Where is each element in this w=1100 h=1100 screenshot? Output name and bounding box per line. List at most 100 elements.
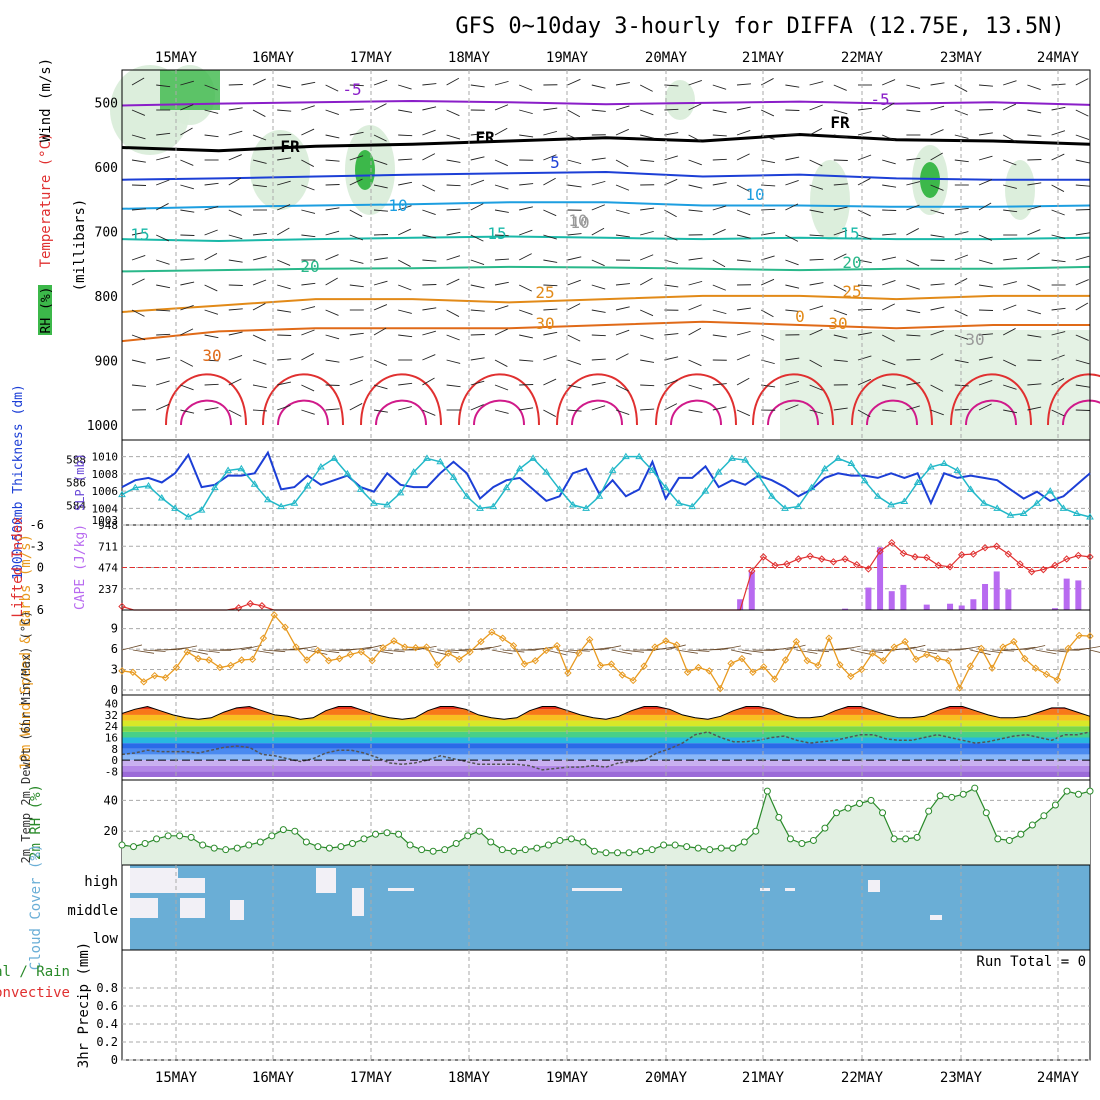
wind-barb (736, 83, 751, 86)
wind-barb (906, 382, 921, 386)
ylabel-temp2m: 2m Temp 2m DewPt (6hr Min/Max) (°C) (19, 611, 33, 864)
rh2m-point (1074, 790, 1082, 798)
li-point (946, 563, 954, 571)
wind-barb (415, 645, 437, 651)
wind-barb (204, 229, 218, 236)
wind-barb (615, 128, 629, 136)
day-label-top: 15MAY (155, 50, 198, 66)
isotherm-loop (375, 399, 427, 426)
rh-shading (1005, 160, 1035, 220)
wind-tick-label: 3 (111, 663, 118, 677)
wind-barb (494, 159, 508, 167)
slp-point (648, 466, 657, 473)
ylabel-total-rain: Total / Rain (0, 964, 70, 980)
wind-speed-point (770, 675, 779, 683)
wind-speed-point (150, 671, 159, 680)
wind-speed-point (879, 656, 888, 665)
wind-barb (591, 405, 606, 411)
wind-barb (446, 231, 461, 236)
wind-barb (131, 77, 145, 86)
wind-barb (373, 359, 388, 366)
cape-bar (1075, 580, 1082, 610)
wind-barb (228, 409, 242, 417)
wind-barb (519, 229, 533, 236)
wind-barb (422, 259, 437, 262)
wind-barb (422, 307, 437, 311)
rh2m-point (959, 790, 967, 798)
wind-barb (228, 154, 242, 161)
wind-barb (833, 134, 848, 138)
wind-barb (277, 204, 291, 211)
cloud-clear (572, 888, 622, 891)
rh2m-point (1051, 801, 1059, 809)
slp-point (675, 499, 683, 506)
wind-barb (857, 178, 871, 186)
wind-barb (959, 645, 981, 651)
wind-barb (785, 234, 799, 242)
contour-label: 5 (550, 153, 560, 172)
wind-barb (426, 649, 447, 656)
rh2m-point (1063, 787, 1071, 795)
wind-barb (978, 356, 993, 361)
cloud-clear (316, 868, 336, 893)
rh2m-point (556, 836, 564, 844)
wind-barb (301, 105, 315, 111)
slp-point (873, 492, 882, 499)
wind-barb (204, 84, 218, 91)
wind-barb (712, 259, 726, 268)
wind-speed-point (944, 656, 953, 665)
wind-barb (761, 159, 776, 164)
wind-barb (785, 357, 800, 361)
rh2m-point (844, 804, 852, 812)
cloud-level-label: middle (67, 903, 118, 919)
isotherm-loop (670, 399, 722, 426)
wind-barb (1051, 184, 1065, 192)
wind-speed-point (575, 649, 583, 657)
wind-barb (894, 646, 916, 651)
wind-barb (156, 259, 170, 265)
wind-barb (373, 134, 387, 142)
wind-barb (156, 333, 171, 336)
wind-speed-point (357, 648, 365, 656)
wind-barb (881, 102, 895, 111)
cloud-fill (130, 865, 1090, 950)
li-point (829, 558, 838, 566)
slp-point (409, 468, 418, 475)
wind-barb (809, 409, 824, 415)
contour-label: 30 (202, 346, 221, 365)
wind-barb (1027, 182, 1042, 186)
wind-barb (591, 381, 606, 386)
wind-speed-point (847, 672, 855, 681)
wind-barb (204, 309, 219, 315)
wind-barb (857, 308, 873, 311)
wind-barb (1003, 257, 1018, 261)
slp-point (701, 487, 710, 494)
wind-barb (301, 81, 316, 86)
wind-barb (543, 378, 557, 386)
li-point (818, 555, 826, 563)
wind-barb (970, 649, 991, 656)
slp-point (370, 499, 378, 506)
precip-frame (121, 949, 1091, 1061)
rh2m-point (337, 843, 345, 851)
wind-barb (591, 204, 605, 211)
wind-barb (978, 155, 993, 161)
rh-shading (810, 160, 850, 240)
wind-barb (252, 334, 266, 342)
wind-barb (736, 330, 751, 336)
wind-barb (349, 108, 364, 111)
ylabel-wind10m: 10m Wind Speed & Barbs (m/s) (18, 534, 34, 770)
cape-bar (900, 584, 907, 610)
wind-speed-point (814, 661, 822, 670)
wind-barb (736, 409, 750, 417)
wind-barb (906, 228, 919, 236)
precip-tick-label: 0.2 (96, 1035, 118, 1049)
wind-barb (204, 383, 219, 386)
wind-barb (494, 127, 508, 136)
wind-speed-point (1031, 664, 1040, 672)
wind-barb (978, 202, 992, 211)
wind-barb (398, 158, 413, 161)
slp-tick-label: 1004 (92, 502, 119, 515)
contour-label: 15 (487, 224, 506, 243)
